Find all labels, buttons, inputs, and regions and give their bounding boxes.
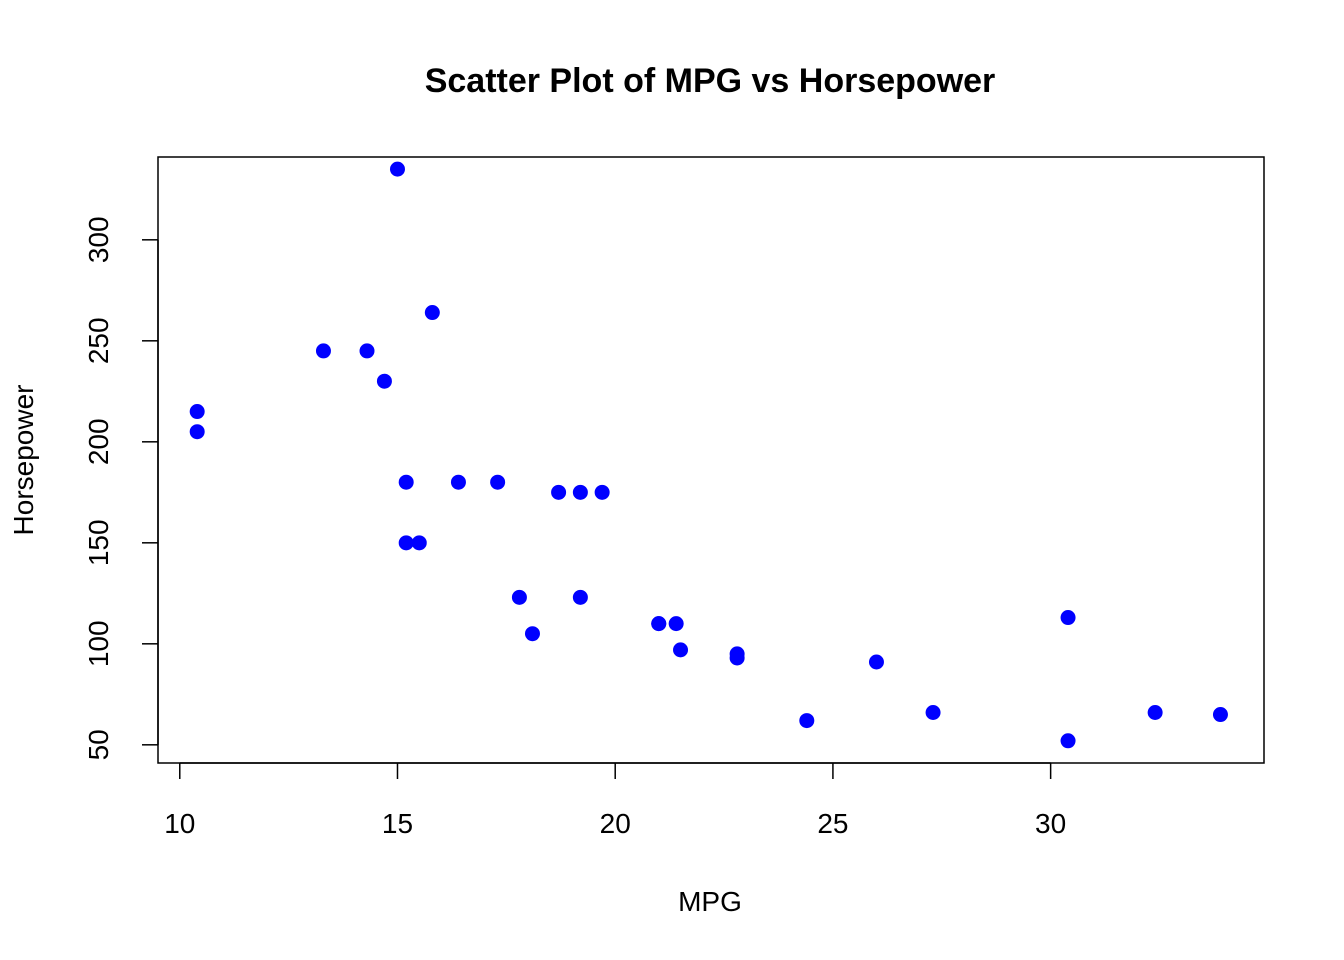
data-point: [572, 484, 588, 500]
y-axis-label: Horsepower: [8, 385, 39, 536]
y-tick-label: 50: [83, 729, 114, 760]
x-tick-label: 15: [382, 808, 413, 839]
data-point: [868, 654, 884, 670]
data-point: [524, 626, 540, 642]
data-point: [424, 305, 440, 321]
data-point: [389, 161, 405, 177]
data-point: [594, 484, 610, 500]
data-point: [398, 474, 414, 490]
data-point: [315, 343, 331, 359]
data-point: [490, 474, 506, 490]
data-point: [651, 616, 667, 632]
x-tick-label: 20: [600, 808, 631, 839]
y-tick-label: 100: [83, 620, 114, 667]
data-point: [1212, 707, 1228, 723]
data-point: [376, 373, 392, 389]
data-point: [729, 650, 745, 666]
y-tick-label: 150: [83, 519, 114, 566]
data-point: [572, 589, 588, 605]
data-point: [511, 589, 527, 605]
data-point: [1060, 610, 1076, 626]
x-tick-label: 25: [817, 808, 848, 839]
data-point: [799, 713, 815, 729]
data-point: [189, 424, 205, 440]
data-point: [359, 343, 375, 359]
y-tick-label: 200: [83, 418, 114, 465]
data-point: [551, 484, 567, 500]
x-tick-label: 10: [164, 808, 195, 839]
data-point: [411, 535, 427, 551]
y-axis: 50 100 150 200 250 300: [83, 216, 159, 760]
data-point: [189, 404, 205, 420]
x-axis: 10 15 20 25 30: [164, 762, 1066, 839]
data-point: [1060, 733, 1076, 749]
y-tick-label: 250: [83, 317, 114, 364]
data-point: [1147, 705, 1163, 720]
x-axis-label: MPG: [678, 886, 742, 917]
y-tick-label: 300: [83, 216, 114, 263]
data-point: [668, 616, 684, 632]
plot-frame: [157, 156, 1265, 764]
data-point: [925, 705, 941, 720]
x-tick-label: 30: [1035, 808, 1066, 839]
data-point: [450, 474, 466, 490]
data-point: [398, 535, 414, 551]
data-points: [189, 161, 1228, 749]
chart-title: Scatter Plot of MPG vs Horsepower: [425, 62, 996, 100]
data-point: [673, 642, 689, 658]
